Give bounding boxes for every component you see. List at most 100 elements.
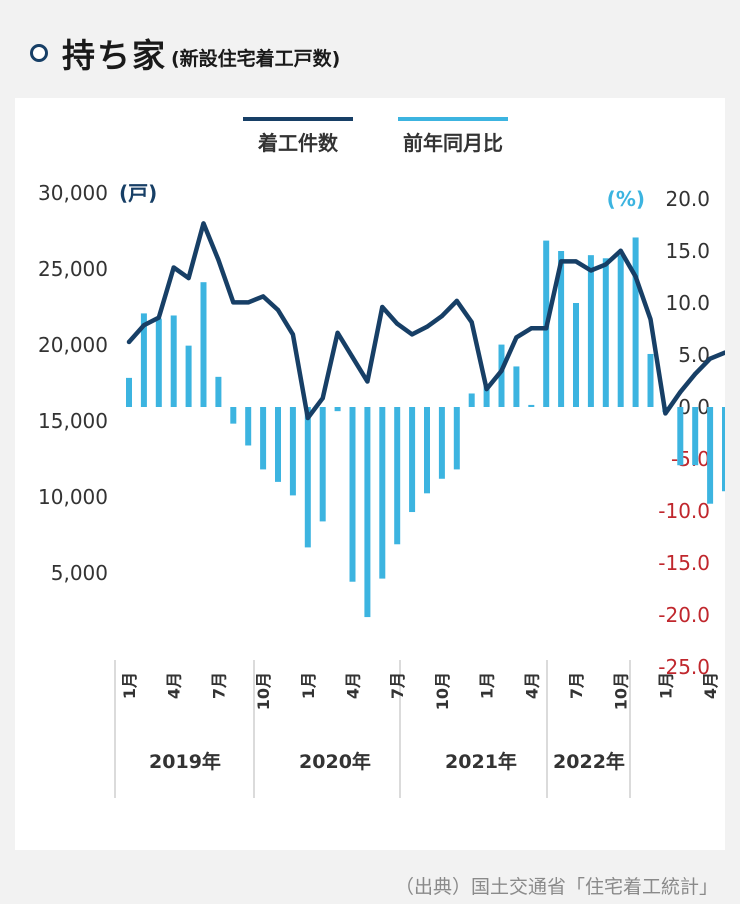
x-month-label: 4月 xyxy=(522,672,541,699)
x-year-label: 2020年 xyxy=(299,750,371,773)
legend-swatch xyxy=(243,117,353,121)
bar xyxy=(558,251,565,407)
bar xyxy=(379,407,386,579)
right-axis-unit: (%) xyxy=(607,187,645,211)
chart-card: 着工件数 前年同月比 30,000 25,000 20,000 15,000 10,000… xyxy=(15,98,740,850)
x-month-label: 1月 xyxy=(299,672,318,699)
line-point xyxy=(365,379,370,384)
line-point xyxy=(171,265,176,270)
page-title: 持ち家 xyxy=(62,36,167,75)
bar xyxy=(170,315,177,407)
bar xyxy=(573,303,579,407)
left-tick-label: 30,000 xyxy=(38,181,108,205)
line-point xyxy=(678,390,683,395)
line-point xyxy=(395,321,400,326)
line-point xyxy=(276,308,280,313)
left-tick-label: 5,000 xyxy=(51,561,108,585)
right-tick-label: -15.0 xyxy=(658,551,710,575)
bar xyxy=(602,258,609,407)
bar xyxy=(617,255,624,407)
bar xyxy=(453,407,460,470)
bar xyxy=(215,376,222,407)
bar xyxy=(230,407,237,424)
bar xyxy=(126,377,132,407)
line-point xyxy=(425,324,429,329)
line-point xyxy=(156,315,161,320)
line-point xyxy=(261,294,266,299)
line-point xyxy=(320,396,325,401)
bar xyxy=(394,407,401,545)
bar xyxy=(155,318,162,407)
line-point xyxy=(141,323,146,328)
bar xyxy=(498,344,505,407)
line-point xyxy=(127,339,131,344)
line-point xyxy=(290,332,295,337)
line-point xyxy=(246,300,251,305)
line-point xyxy=(186,276,191,281)
bar xyxy=(289,407,296,496)
right-tick-label: 20.0 xyxy=(665,187,710,211)
line-point xyxy=(484,387,489,392)
line-point xyxy=(708,356,713,361)
line-point xyxy=(529,326,534,331)
bar xyxy=(140,313,147,407)
x-month-label: 7月 xyxy=(567,672,586,699)
x-month-label: 4月 xyxy=(701,672,720,699)
line-point xyxy=(380,305,385,309)
bar xyxy=(200,282,207,407)
legend-label: 着工件数 xyxy=(257,131,339,155)
line-point xyxy=(559,259,564,264)
line-series xyxy=(126,221,728,421)
x-month-label: 1月 xyxy=(120,672,139,699)
line-point xyxy=(544,326,549,331)
chart-header: 持ち家 (新設住宅着工戸数) xyxy=(30,28,340,78)
source-note: （出典）国土交通省「住宅着工統計」 xyxy=(394,876,718,898)
bar xyxy=(245,407,252,446)
bar xyxy=(632,237,639,407)
bar xyxy=(185,345,192,407)
x-month-label: 7月 xyxy=(388,672,407,699)
x-axis: 1月 4月 7月 10月 1月 4月 7月 10月 1月 4月 7月 10月 1月 4月 2019年 2020… xyxy=(114,660,720,798)
line-point xyxy=(439,314,444,319)
right-tick-label: -10.0 xyxy=(658,499,710,523)
bar xyxy=(707,407,714,504)
bar xyxy=(483,385,490,407)
bar xyxy=(587,255,594,407)
line-point xyxy=(335,330,340,335)
legend-label: 前年同月比 xyxy=(403,131,503,155)
x-month-label: 4月 xyxy=(344,672,363,699)
right-tick-label: -5.0 xyxy=(671,447,710,471)
line-point xyxy=(574,259,578,264)
x-month-label: 4月 xyxy=(165,672,184,699)
bar xyxy=(364,407,371,618)
line-point xyxy=(216,257,221,262)
right-tick-label: 10.0 xyxy=(665,291,710,315)
bar xyxy=(722,407,728,492)
x-month-label: 10月 xyxy=(433,672,452,710)
x-year-label: 2019年 xyxy=(149,750,221,773)
bar xyxy=(319,407,326,522)
x-year-label: 2022年 xyxy=(553,750,625,773)
x-month-label: 10月 xyxy=(254,672,273,710)
bar-series xyxy=(126,237,740,618)
left-tick-label: 15,000 xyxy=(38,409,108,433)
left-tick-label: 20,000 xyxy=(38,333,108,357)
bar xyxy=(349,407,356,582)
line-point xyxy=(693,371,698,376)
bar xyxy=(304,407,311,548)
bar xyxy=(260,407,267,470)
bar xyxy=(468,393,475,407)
bar xyxy=(692,407,699,466)
line-point xyxy=(618,248,623,253)
line-point xyxy=(410,332,415,337)
bar xyxy=(677,407,684,466)
line-point xyxy=(350,355,355,360)
bar xyxy=(409,407,416,513)
x-month-label: 7月 xyxy=(209,672,228,699)
bar xyxy=(528,404,535,407)
bar xyxy=(438,407,445,479)
x-month-label: 10月 xyxy=(612,672,631,710)
line-point xyxy=(588,268,593,273)
line-point xyxy=(469,320,474,325)
line-point xyxy=(633,274,638,279)
